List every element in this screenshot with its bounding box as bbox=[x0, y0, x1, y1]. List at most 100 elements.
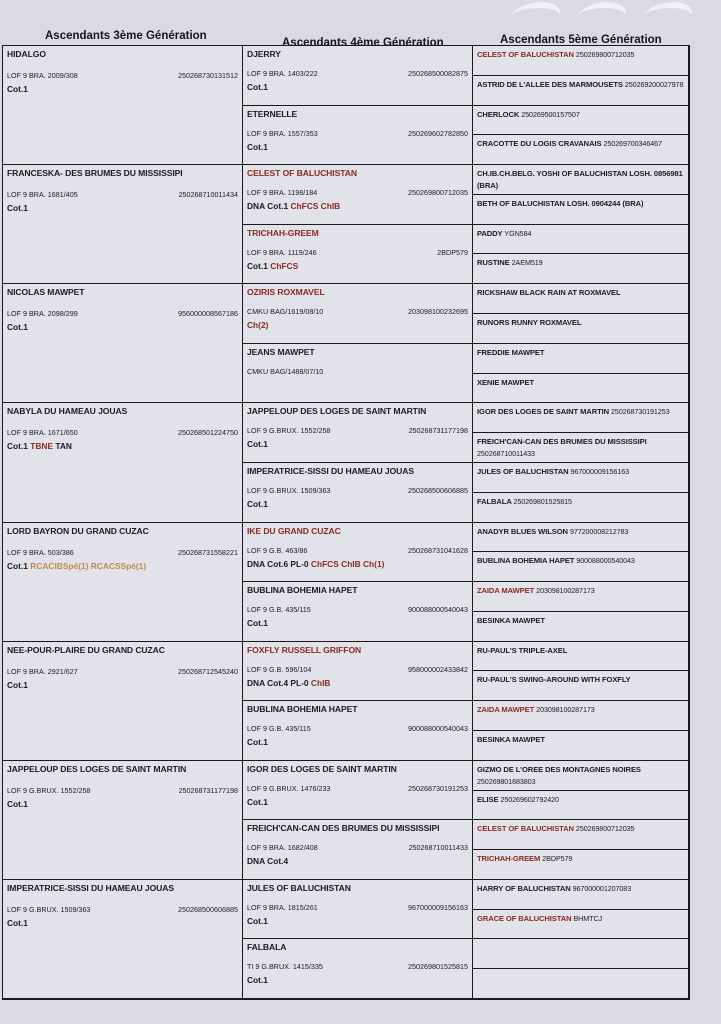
titles-line: Cot.1 bbox=[7, 203, 238, 213]
gen3-ancestor-cell: JAPPELOUP DES LOGES DE SAINT MARTIN LOF 9… bbox=[3, 760, 243, 880]
ancestor-name: BUBLINA BOHEMIA HAPET bbox=[247, 585, 358, 596]
chip-number: 967000009156163 bbox=[408, 902, 468, 912]
gen5-ancestor-cell: CELEST OF BALUCHISTAN 250269800712035 bbox=[473, 46, 689, 76]
gen4-ancestor-cell: JULES OF BALUCHISTAN LOF 9 BRA. 1815/261 9… bbox=[243, 879, 473, 940]
chip-number: 250268500606885 bbox=[408, 485, 468, 495]
titles-line: Cot.1 ChFCS bbox=[247, 261, 468, 271]
ancestor-id: 2AEM519 bbox=[511, 258, 543, 268]
ancestor-line: RUNORS RUNNY ROXMAVEL bbox=[477, 317, 684, 329]
ancestor-line: TRICHAH-GREEM 2BDP579 bbox=[477, 853, 684, 865]
gen5-ancestor-cell: BETH OF BALUCHISTAN LOSH. 0904244 (BRA) bbox=[473, 194, 689, 225]
gen5-ancestor-cell: TRICHAH-GREEM 2BDP579 bbox=[473, 850, 689, 880]
gen4-ancestor-cell: FALBALA TI 9 G.BRUX. 1415/335 250269801525… bbox=[243, 939, 473, 999]
ancestor-name: XENIE MAWPET bbox=[477, 377, 535, 387]
gen4-ancestor-cell: IMPERATRICE-SISSI DU HAMEAU JOUAS LOF 9 G… bbox=[243, 462, 473, 523]
title-segment: Cot.1 bbox=[7, 203, 28, 214]
title-segment: Cot.1 bbox=[7, 441, 31, 452]
ancestor-name: GIZMO DE L'OREE DES MONTAGNES NOIRES bbox=[477, 764, 641, 774]
ancestor-name: CELEST OF BALUCHISTAN bbox=[477, 824, 574, 834]
gen3-ancestor-cell: HIDALGO LOF 9 BRA. 2009/308 25026873013151… bbox=[3, 46, 243, 166]
title-segment: Cot.1 bbox=[7, 679, 28, 690]
ancestor-name: BESINKA MAWPET bbox=[477, 615, 545, 625]
ancestor-name: JULES OF BALUCHISTAN bbox=[477, 466, 569, 476]
title-segment: Cot.1 bbox=[247, 975, 268, 986]
registration-number: LOF 9 G.BRUX. 1476/233 bbox=[247, 783, 331, 793]
ancestor-line: JULES OF BALUCHISTAN 967000009156163 bbox=[477, 466, 684, 478]
titles-line: Cot.1 bbox=[247, 916, 468, 926]
gen4-ancestor-cell: FOXFLY RUSSELL GRIFFON LOF 9 G.B. 596/104… bbox=[243, 641, 473, 702]
titles-line: Cot.1 bbox=[247, 439, 468, 449]
gen5-ancestor-cell: RUSTINE 2AEM519 bbox=[473, 254, 689, 285]
ancestor-line: BESINKA MAWPET bbox=[477, 615, 684, 627]
ancestor-id: 203098100287173 bbox=[536, 586, 595, 596]
ancestor-name: RU-PAUL'S SWING-AROUND WITH FOXFLY bbox=[477, 675, 631, 685]
titles-line: Cot.1 bbox=[247, 499, 468, 509]
chip-number: 250268730191253 bbox=[408, 783, 468, 793]
gen5-ancestor-cell: CH.IB.CH.BELG. YOSHI OF BALUCHISTAN LOSH… bbox=[473, 165, 689, 195]
title-segment: RCACIBSpé(1) RCACSSpé(1) bbox=[30, 560, 147, 571]
gen5-ancestor-cell: GRACE OF BALUCHISTAN BHMTCJ bbox=[473, 909, 689, 940]
gen5-ancestor-cell: ASTRID DE L'ALLEE DES MARMOUSETS 2502692… bbox=[473, 75, 689, 106]
gen5-ancestor-cell: FALBALA 250269801525815 bbox=[473, 492, 689, 523]
registration-row: LOF 9 BRA. 1815/261 967000009156163 bbox=[247, 903, 468, 912]
title-segment: DNA Cot.1 bbox=[247, 201, 291, 212]
registration-number: LOF 9 G.B. 596/104 bbox=[247, 664, 312, 674]
ancestor-line: RICKSHAW BLACK RAIN AT ROXMAVEL bbox=[477, 287, 684, 299]
chip-number: 250268500082875 bbox=[408, 69, 468, 78]
titles-line: Cot.1 bbox=[247, 975, 468, 985]
ancestor-line: CRACOTTE DU LOGIS CRAVANAIS 250269700346… bbox=[477, 138, 684, 150]
registration-row: LOF 9 BRA. 503/386 250268731558221 bbox=[7, 548, 238, 557]
ancestor-id: 900088000540043 bbox=[576, 556, 635, 566]
ancestor-name: RU-PAUL'S TRIPLE-AXEL bbox=[477, 645, 568, 655]
ancestor-line: CELEST OF BALUCHISTAN 250269800712035 bbox=[477, 49, 684, 61]
chip-number: 900088000540043 bbox=[408, 605, 468, 615]
ancestor-name: TRICHAH-GREEM bbox=[247, 227, 319, 238]
gen5-ancestor-cell bbox=[473, 969, 689, 999]
ancestor-line: ASTRID DE L'ALLEE DES MARMOUSETS 2502692… bbox=[477, 79, 684, 91]
ancestor-name: CH.IB.CH.BELG. YOSHI OF BALUCHISTAN LOSH… bbox=[477, 169, 683, 191]
registration-number: LOF 9 BRA. 1403/222 bbox=[247, 69, 318, 78]
gen5-ancestor-cell: ZAIDA MAWPET 203098100287173 bbox=[473, 701, 689, 731]
registration-row: LOF 9 G.B. 435/115 900088000540043 bbox=[247, 724, 468, 733]
title-segment: DNA Cot.4 PL-0 bbox=[247, 677, 311, 688]
ancestor-name: ZAIDA MAWPET bbox=[477, 586, 535, 596]
title-segment: DNA Cot.6 PL-0 bbox=[247, 558, 311, 569]
ancestor-name: ANADYR BLUES WILSON bbox=[477, 526, 568, 536]
ancestor-name: FREDDIE MAWPET bbox=[477, 347, 545, 357]
ancestor-id: BHMTCJ bbox=[573, 913, 603, 923]
gen3-ancestor-cell: NICOLAS MAWPET LOF 9 BRA. 2098/299 9560000… bbox=[3, 284, 243, 404]
ancestor-id: 203098100287173 bbox=[536, 705, 595, 715]
gen5-ancestor-cell: CRACOTTE DU LOGIS CRAVANAIS 250269700346… bbox=[473, 135, 689, 166]
registration-row: LOF 9 BRA. 1557/353 250269602782850 bbox=[247, 129, 468, 138]
gen4-ancestor-cell: BUBLINA BOHEMIA HAPET LOF 9 G.B. 435/115 9… bbox=[243, 582, 473, 642]
ancestor-name: BETH OF BALUCHISTAN LOSH. 0904244 (BRA) bbox=[477, 198, 644, 208]
ancestor-name: LORD BAYRON DU GRAND CUZAC bbox=[7, 525, 149, 536]
ancestor-name: FREICH'CAN-CAN DES BRUMES DU MISSISSIPI bbox=[477, 437, 647, 447]
gen4-ancestor-cell: IGOR DES LOGES DE SAINT MARTIN LOF 9 G.BR… bbox=[243, 760, 473, 821]
gen5-ancestor-cell: ANADYR BLUES WILSON 977200008212783 bbox=[473, 522, 689, 553]
gen5-ancestor-cell: IGOR DES LOGES DE SAINT MARTIN 250268730… bbox=[473, 403, 689, 434]
ancestor-name: ZAIDA MAWPET bbox=[477, 705, 535, 715]
title-segment: ChFCS ChIB Ch(1) bbox=[310, 558, 385, 569]
ancestor-name: FALBALA bbox=[247, 942, 287, 953]
ancestor-name: BUBLINA BOHEMIA HAPET bbox=[477, 556, 575, 566]
titles-line: Cot.1 TBNE TAN bbox=[7, 441, 238, 451]
ancestor-name: IGOR DES LOGES DE SAINT MARTIN bbox=[247, 763, 397, 774]
title-segment: Cot.1 bbox=[7, 84, 28, 94]
registration-row: TI 9 G.BRUX. 1415/335 250269801525815 bbox=[247, 962, 468, 971]
ancestor-name: BESINKA MAWPET bbox=[477, 734, 545, 744]
registration-row: LOF 9 G.BRUX. 1552/258 250268731177198 bbox=[7, 786, 238, 795]
ancestor-line: BUBLINA BOHEMIA HAPET 900088000540043 bbox=[477, 555, 684, 567]
title-segment: Cot.1 bbox=[247, 439, 268, 450]
ancestor-name: FALBALA bbox=[477, 496, 512, 506]
ancestor-name: CELEST OF BALUCHISTAN bbox=[477, 50, 574, 59]
registration-number: LOF 9 BRA. 1198/184 bbox=[247, 188, 318, 198]
gen5-ancestor-cell: FREICH'CAN-CAN DES BRUMES DU MISSISSIPI … bbox=[473, 433, 689, 463]
ancestor-name: FRANCESKA- DES BRUMES DU MISSISSIPI bbox=[7, 168, 183, 179]
title-segment: DNA Cot.4 bbox=[247, 856, 289, 867]
title-segment: Cot.1 bbox=[7, 798, 28, 809]
cat-silhouette-icon bbox=[504, 2, 566, 30]
ancestor-id: 250269801525815 bbox=[513, 496, 572, 506]
registration-number: LOF 9 G.B. 435/115 bbox=[247, 724, 311, 734]
title-segment: Ch(2) bbox=[247, 320, 269, 331]
